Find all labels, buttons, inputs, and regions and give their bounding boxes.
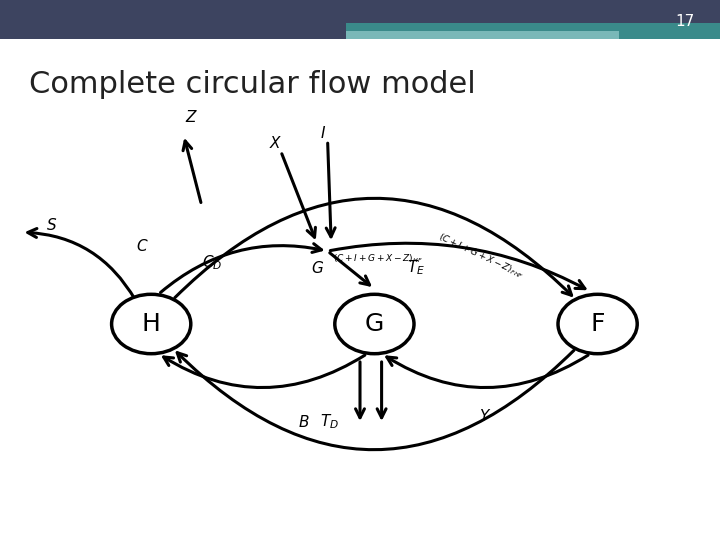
Text: Z: Z bbox=[186, 110, 197, 125]
Bar bbox=[346, 23, 720, 39]
Text: I: I bbox=[320, 126, 325, 141]
Text: H: H bbox=[142, 312, 161, 336]
Text: $T_E$: $T_E$ bbox=[407, 259, 425, 278]
Circle shape bbox=[335, 294, 414, 354]
Text: $T_D$: $T_D$ bbox=[320, 413, 339, 431]
Text: $(C+I+G+X-Z)_{HF}$: $(C+I+G+X-Z)_{HF}$ bbox=[333, 253, 423, 265]
Text: Complete circular flow model: Complete circular flow model bbox=[29, 70, 475, 99]
Text: F: F bbox=[590, 312, 605, 336]
Text: Y: Y bbox=[479, 409, 488, 424]
Text: 17: 17 bbox=[675, 14, 695, 29]
Text: B: B bbox=[299, 415, 310, 430]
Text: G: G bbox=[311, 261, 323, 276]
Text: S: S bbox=[47, 218, 56, 233]
Circle shape bbox=[112, 294, 191, 354]
Text: $C_D$: $C_D$ bbox=[202, 253, 222, 272]
Text: C: C bbox=[137, 239, 148, 254]
Text: $(C+I+G+X-Z)_{FHF}$: $(C+I+G+X-Z)_{FHF}$ bbox=[436, 231, 526, 281]
Text: G: G bbox=[365, 312, 384, 336]
Bar bbox=[346, 31, 619, 39]
Bar bbox=[0, 0, 720, 39]
Text: X: X bbox=[270, 137, 281, 152]
Circle shape bbox=[558, 294, 637, 354]
